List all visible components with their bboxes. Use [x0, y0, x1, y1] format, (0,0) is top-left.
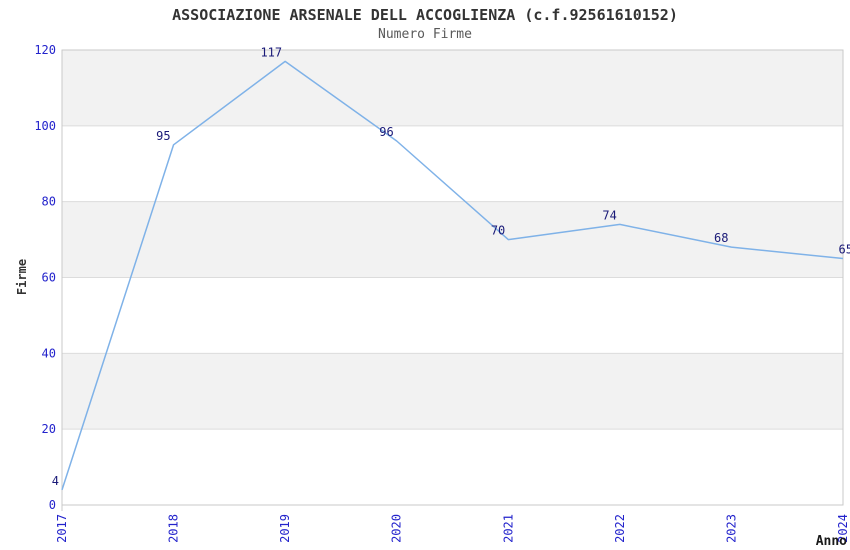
- x-tick-label: 2024: [836, 514, 850, 543]
- y-axis-title: Firme: [15, 259, 29, 295]
- plot-band: [62, 201, 843, 278]
- chart-subtitle: Numero Firme: [378, 27, 472, 42]
- y-tick-label: 40: [42, 346, 56, 360]
- x-tick-label: 2018: [167, 514, 181, 543]
- x-tick-label: 2017: [55, 514, 69, 543]
- y-tick-label: 20: [42, 422, 56, 436]
- x-tick-label: 2019: [278, 514, 292, 543]
- plot-border: [61, 49, 844, 506]
- value-label: 70: [491, 224, 505, 238]
- x-tick-label: 2020: [390, 514, 404, 543]
- value-label: 74: [602, 208, 616, 222]
- value-label: 96: [379, 125, 393, 139]
- value-label: 117: [260, 45, 282, 59]
- value-label: 65: [839, 243, 850, 257]
- chart-title: ASSOCIAZIONE ARSENALE DELL ACCOGLIENZA (…: [172, 6, 678, 24]
- y-tick-label: 60: [42, 271, 56, 285]
- value-label: 4: [52, 474, 59, 488]
- x-tick-label: 2022: [613, 514, 627, 543]
- plot-band: [62, 50, 843, 126]
- series-line: [61, 60, 844, 491]
- x-axis-title: Anno: [816, 534, 847, 549]
- plot-band: [62, 277, 843, 354]
- value-label: 68: [714, 231, 728, 245]
- y-tick-label: 120: [34, 43, 56, 57]
- plot-band: [62, 353, 843, 430]
- plot-band: [62, 125, 843, 202]
- y-tick-label: 80: [42, 195, 56, 209]
- x-tick-label: 2021: [501, 514, 515, 543]
- plot-band: [62, 429, 843, 505]
- x-tick-label: 2023: [724, 514, 738, 543]
- value-label: 95: [156, 129, 170, 143]
- y-tick-label: 100: [34, 119, 56, 133]
- y-tick-label: 0: [49, 498, 56, 512]
